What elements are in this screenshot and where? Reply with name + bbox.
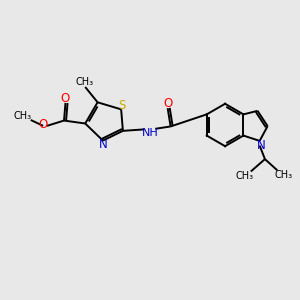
Text: S: S [118,99,125,112]
Text: O: O [61,92,70,105]
Text: O: O [38,118,48,131]
Text: O: O [164,97,173,110]
Text: N: N [256,139,265,152]
Text: CH₃: CH₃ [14,111,32,122]
Text: N: N [98,138,107,151]
Text: CH₃: CH₃ [235,171,254,181]
Text: CH₃: CH₃ [75,77,93,87]
Text: NH: NH [142,128,159,138]
Text: CH₃: CH₃ [275,170,293,180]
